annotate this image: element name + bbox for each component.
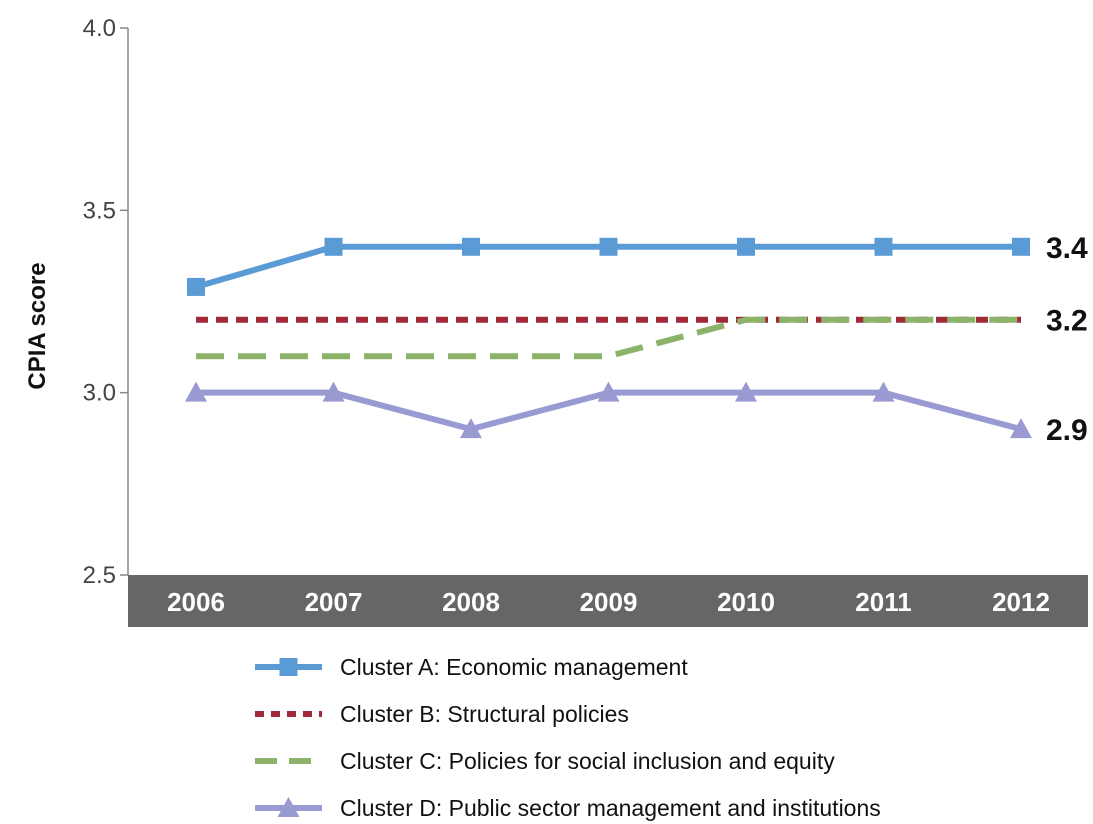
data-point	[597, 381, 620, 402]
legend-marker	[277, 797, 300, 817]
legend-label: Cluster C: Policies for social inclusion…	[340, 748, 835, 774]
x-tick-label: 2009	[580, 587, 638, 617]
data-point	[460, 418, 482, 439]
y-tick-label: 4.0	[83, 15, 116, 42]
data-point	[737, 237, 755, 256]
data-point	[322, 381, 345, 402]
legend-item-3: Cluster C: Policies for social inclusion…	[255, 748, 835, 774]
end-labels: 3.4 3.2 2.9	[1046, 232, 1088, 447]
series-line	[196, 316, 1021, 360]
series-1	[187, 237, 1030, 296]
data-point	[462, 237, 480, 256]
x-tick-label: 2011	[855, 587, 911, 617]
y-tick-label: 3.5	[83, 197, 116, 224]
series-lines	[185, 237, 1032, 439]
x-tick-label: 2010	[717, 587, 775, 617]
data-point	[324, 237, 343, 256]
end-value-label: 3.4	[1046, 232, 1088, 265]
x-tick-label: 2006	[167, 587, 225, 617]
end-value-label: 3.2	[1046, 305, 1088, 338]
legend-item-2: Cluster B: Structural policies	[255, 701, 629, 727]
data-point	[599, 237, 618, 256]
x-tick-label: 2012	[992, 587, 1050, 617]
series-3	[196, 316, 1021, 360]
data-point	[872, 381, 895, 402]
x-axis-band	[128, 575, 1088, 627]
axes: 4.0 3.5 3.0 2.5 2006 2007 2008 2009 2010 2011 2012	[83, 15, 1088, 627]
data-point	[735, 381, 757, 402]
data-point	[185, 381, 207, 402]
data-point	[1012, 237, 1030, 256]
y-tick-label: 2.5	[83, 562, 116, 589]
end-value-label: 2.9	[1046, 414, 1088, 447]
legend-item-4: Cluster D: Public sector management and …	[255, 795, 881, 821]
data-point	[1010, 418, 1032, 439]
legend-label: Cluster D: Public sector management and …	[340, 795, 881, 821]
legend: Cluster A: Economic management Cluster B:…	[255, 654, 881, 821]
legend-item-1: Cluster A: Economic management	[255, 654, 688, 680]
y-axis-label: CPIA score	[24, 262, 51, 389]
x-tick-label: 2007	[305, 587, 363, 617]
data-point	[187, 277, 205, 296]
legend-marker	[279, 658, 298, 676]
legend-label: Cluster A: Economic management	[340, 654, 688, 680]
series-4	[185, 381, 1032, 439]
y-tick-label: 3.0	[83, 380, 116, 407]
legend-label: Cluster B: Structural policies	[340, 701, 629, 727]
x-tick-label: 2008	[442, 587, 500, 617]
data-point	[874, 237, 893, 256]
